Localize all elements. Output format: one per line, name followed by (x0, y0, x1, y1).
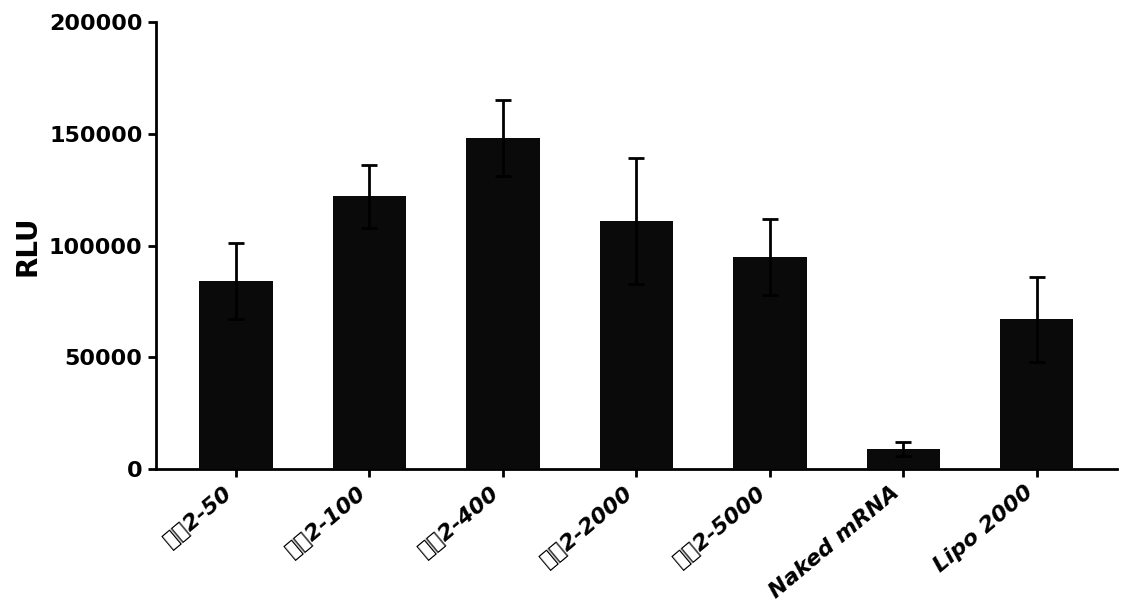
Bar (866, 449, 940, 469)
Bar (733, 257, 806, 469)
Y-axis label: RLU: RLU (14, 215, 42, 276)
Bar (333, 197, 406, 469)
Bar (599, 221, 673, 469)
Bar (1000, 319, 1073, 469)
Bar (466, 138, 539, 469)
Bar (199, 282, 273, 469)
